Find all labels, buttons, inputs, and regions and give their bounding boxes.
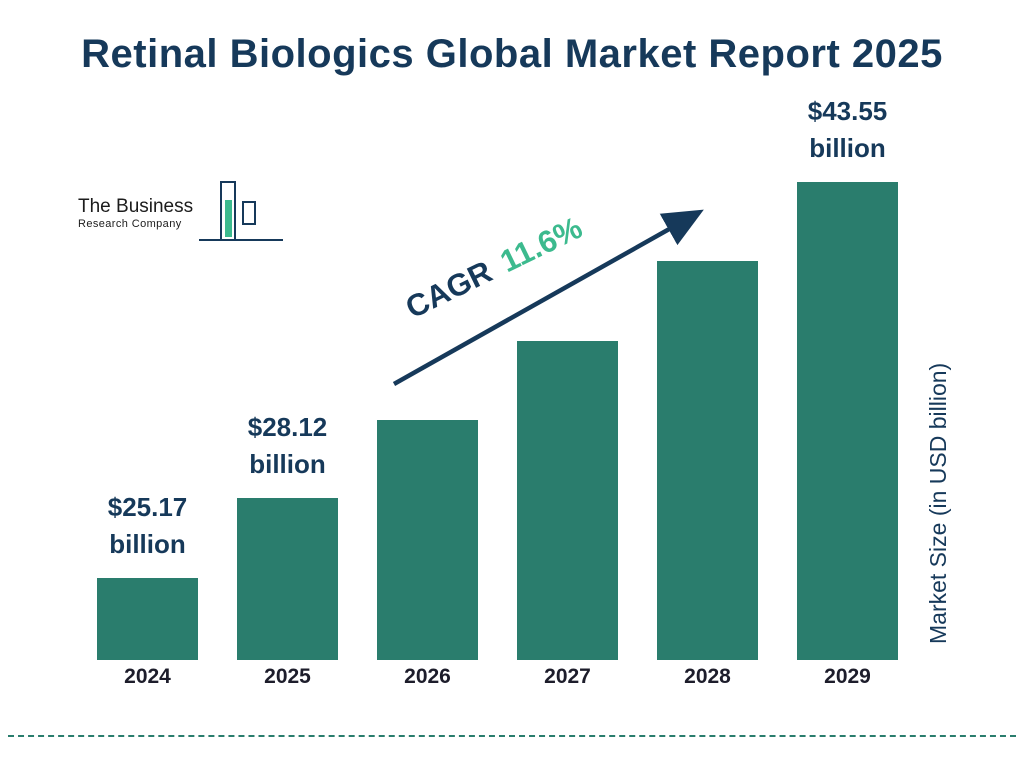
logo-line1: The Business — [78, 196, 194, 217]
cagr-annotation: CAGR11.6% — [400, 210, 588, 326]
x-tick-2026: 2026 — [404, 665, 451, 688]
cagr-label: CAGR — [400, 253, 498, 326]
logo-line2: Research Company — [78, 218, 182, 230]
x-tick-2028: 2028 — [684, 665, 731, 688]
x-tick-2024: 2024 — [124, 665, 171, 688]
bar-2027 — [517, 341, 618, 660]
bottom-dashed-divider — [8, 735, 1016, 737]
logo-text: The Business Research Company — [78, 196, 193, 244]
bar-2024 — [97, 578, 198, 660]
value-label-2029: $43.55 billion — [807, 95, 888, 164]
company-logo: The Business Research Company — [78, 178, 285, 244]
bar-2025 — [237, 498, 338, 660]
bar-2028 — [657, 261, 758, 660]
logo-bar-chart-icon — [199, 181, 284, 241]
x-tick-2027: 2027 — [544, 665, 591, 688]
cagr-value: 11.6% — [494, 209, 588, 280]
y-axis-label: Market Size (in USD billion) — [925, 362, 951, 644]
chart-title: Retinal Biologics Global Market Report 2… — [81, 32, 943, 76]
x-tick-2029: 2029 — [824, 665, 871, 688]
value-label-2024: $25.17 billion — [107, 491, 188, 560]
bar-2026 — [377, 420, 478, 660]
bar-2029 — [797, 182, 898, 660]
x-tick-2025: 2025 — [264, 665, 311, 688]
value-label-2025: $28.12 billion — [247, 411, 328, 480]
